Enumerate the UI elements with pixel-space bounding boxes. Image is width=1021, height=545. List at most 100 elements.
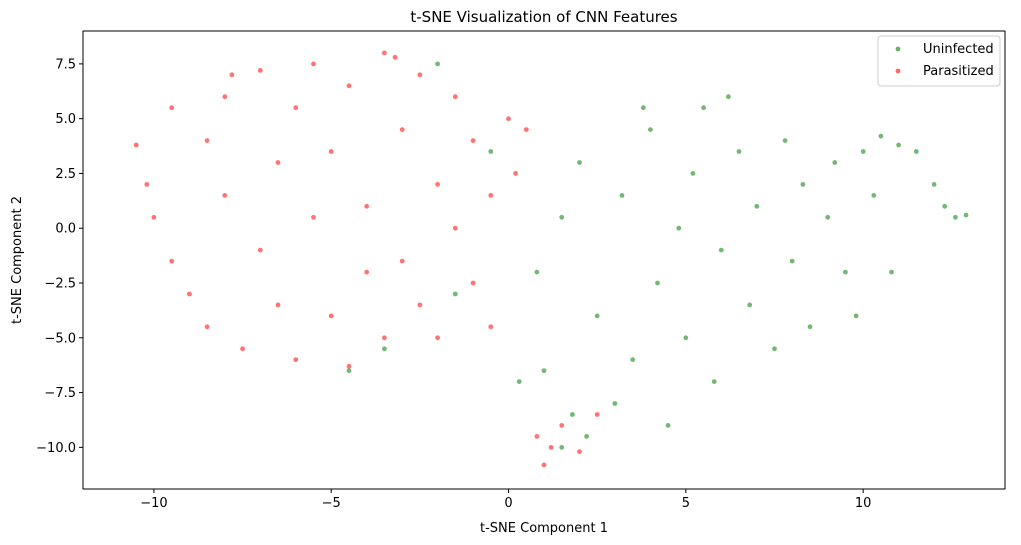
point-parasitized-43 (548, 445, 554, 450)
point-parasitized-19 (328, 313, 334, 319)
point-uninfected-15 (736, 149, 742, 154)
point-parasitized-49 (392, 54, 398, 60)
point-uninfected-17 (754, 203, 760, 209)
point-uninfected-38 (559, 445, 565, 450)
point-uninfected-0 (534, 269, 540, 275)
point-parasitized-16 (293, 357, 299, 363)
point-uninfected-13 (711, 379, 717, 384)
point-parasitized-40 (513, 171, 518, 176)
point-uninfected-30 (913, 149, 919, 154)
point-uninfected-37 (584, 434, 589, 439)
point-uninfected-39 (488, 149, 494, 154)
point-parasitized-32 (435, 335, 440, 341)
point-parasitized-17 (311, 214, 316, 220)
point-uninfected-22 (807, 324, 813, 330)
point-uninfected-4 (612, 401, 618, 406)
y-axis: −10.0 −7.5 −5.0 −2.5 0.0 2.5 5.0 7.5 (36, 57, 83, 456)
point-parasitized-29 (417, 72, 423, 78)
point-uninfected-47 (665, 423, 671, 428)
plot-area-frame (82, 30, 1006, 490)
point-parasitized-8 (222, 94, 228, 100)
point-uninfected-14 (718, 247, 724, 253)
points-layer (133, 50, 969, 468)
point-parasitized-34 (452, 225, 458, 231)
point-parasitized-3 (169, 105, 175, 111)
point-parasitized-35 (470, 280, 476, 286)
point-parasitized-22 (346, 83, 352, 89)
point-parasitized-1 (144, 182, 150, 187)
point-uninfected-45 (889, 269, 894, 275)
point-uninfected-42 (346, 368, 352, 374)
point-parasitized-20 (328, 149, 334, 154)
point-parasitized-24 (364, 269, 370, 275)
point-uninfected-48 (726, 94, 731, 100)
point-uninfected-19 (782, 138, 788, 144)
legend-label-parasitized: Parasitized (923, 64, 994, 79)
point-uninfected-43 (452, 291, 458, 297)
point-parasitized-15 (293, 105, 299, 111)
x-tick-label: −5 (322, 496, 341, 511)
point-parasitized-2 (151, 214, 157, 220)
point-uninfected-1 (559, 214, 565, 220)
point-uninfected-2 (577, 160, 582, 165)
point-uninfected-7 (648, 127, 653, 132)
point-parasitized-13 (275, 160, 281, 165)
point-parasitized-9 (222, 193, 228, 198)
legend-marker-parasitized (895, 68, 901, 74)
point-parasitized-12 (257, 247, 263, 253)
x-tick-label: 0 (504, 496, 512, 511)
legend-label-uninfected: Uninfected (923, 42, 994, 57)
y-tick-label: 5.0 (55, 112, 76, 127)
y-axis-label: t-SNE Component 2 (10, 196, 25, 324)
y-tick-label: 0.0 (55, 222, 76, 237)
x-tick-label: −10 (140, 496, 167, 511)
point-parasitized-7 (204, 324, 210, 330)
point-uninfected-29 (896, 142, 901, 148)
point-parasitized-18 (311, 61, 316, 67)
point-uninfected-18 (772, 346, 777, 352)
point-uninfected-16 (747, 302, 753, 308)
point-uninfected-8 (655, 280, 660, 286)
x-axis-label: t-SNE Component 1 (480, 521, 608, 536)
point-uninfected-36 (570, 412, 575, 417)
point-parasitized-4 (169, 258, 175, 264)
point-parasitized-10 (240, 346, 246, 352)
point-uninfected-3 (594, 313, 600, 319)
point-uninfected-44 (516, 379, 522, 384)
point-uninfected-12 (701, 105, 706, 111)
point-parasitized-26 (382, 335, 387, 341)
legend-marker-uninfected (895, 46, 901, 52)
x-tick-label: 5 (682, 496, 690, 511)
point-uninfected-23 (825, 214, 831, 220)
point-parasitized-23 (364, 203, 370, 209)
point-uninfected-5 (619, 193, 625, 198)
point-parasitized-46 (594, 412, 600, 417)
point-parasitized-44 (559, 423, 565, 428)
point-parasitized-0 (133, 142, 139, 148)
y-tick-label: −2.5 (44, 277, 76, 292)
legend-frame (877, 35, 1001, 87)
point-uninfected-34 (963, 212, 969, 218)
point-uninfected-31 (931, 182, 937, 187)
point-parasitized-36 (470, 138, 476, 144)
point-uninfected-24 (832, 160, 838, 165)
point-uninfected-49 (640, 105, 646, 111)
y-tick-label: 7.5 (55, 57, 76, 72)
point-parasitized-25 (382, 50, 387, 56)
point-parasitized-37 (488, 193, 494, 198)
point-parasitized-47 (534, 434, 540, 439)
chart-title: t-SNE Visualization of CNN Features (410, 8, 677, 26)
y-tick-label: −7.5 (44, 386, 76, 401)
point-uninfected-21 (800, 182, 806, 187)
point-parasitized-21 (346, 363, 352, 369)
point-parasitized-45 (577, 449, 582, 455)
point-uninfected-25 (843, 269, 848, 275)
point-parasitized-30 (417, 302, 423, 308)
point-parasitized-38 (488, 324, 494, 330)
point-uninfected-46 (853, 313, 859, 319)
point-uninfected-11 (690, 171, 696, 176)
point-parasitized-27 (399, 127, 405, 132)
point-uninfected-10 (683, 335, 689, 341)
point-parasitized-6 (204, 138, 210, 144)
